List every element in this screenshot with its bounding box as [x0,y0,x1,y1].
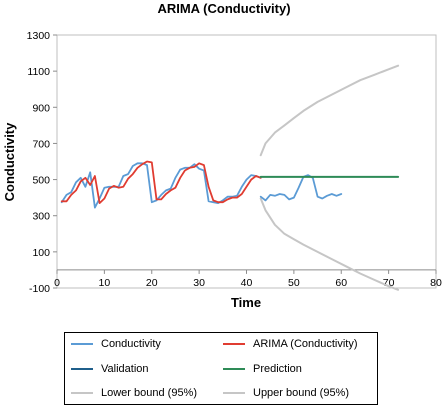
x-tick-label: 50 [288,277,300,289]
legend-label-prediction: Prediction [253,363,302,375]
legend-item-prediction: Prediction [223,362,302,376]
legend-label-conductivity: Conductivity [101,338,161,350]
y-tick-label: 500 [32,175,50,187]
chart-title: ARIMA (Conductivity) [157,1,290,16]
series-line-upper-bound [259,64,400,157]
y-tick-label: 700 [32,138,50,150]
series-line-lower-bound [259,197,400,291]
y-tick-label: 300 [32,211,50,223]
legend: Conductivity ARIMA (Conductivity) Valida… [64,332,378,405]
legend-swatch-validation [71,368,93,370]
legend-item-upper-bound: Upper bound (95%) [223,386,349,400]
y-tick-label: 900 [32,102,50,114]
legend-label-validation: Validation [101,363,149,375]
x-tick-label: 70 [383,277,395,289]
x-tick-label: 60 [335,277,347,289]
legend-swatch-upper-bound [223,392,245,394]
legend-item-conductivity: Conductivity [71,337,161,351]
legend-item-arima: ARIMA (Conductivity) [223,337,358,351]
series-layer [60,64,400,291]
y-axis-label: Conductivity [2,122,17,201]
x-tick-label: 10 [99,277,111,289]
y-tick-label: 1300 [27,30,51,42]
series-line-arima [60,160,262,205]
x-tick-label: 80 [430,277,442,289]
legend-label-lower-bound: Lower bound (95%) [101,387,198,399]
x-tick-label: 0 [54,277,60,289]
axes: -100 100 300 500 700 900 1100 1300 0 10 20 30 40 50 60… [27,30,442,295]
legend-label-arima: ARIMA (Conductivity) [253,338,358,350]
x-tick-label: 30 [193,277,205,289]
x-tick-label: 20 [146,277,158,289]
x-tick-label: 40 [241,277,253,289]
legend-label-upper-bound: Upper bound (95%) [253,387,350,399]
y-tick-label: 1100 [27,66,50,78]
legend-swatch-prediction [223,368,245,370]
legend-swatch-conductivity [71,343,93,345]
series-line-conductivity [60,162,262,209]
y-tick-label: 100 [32,247,50,259]
legend-swatch-lower-bound [71,392,93,394]
series-line-validation [259,174,343,202]
plot-area [56,34,437,289]
legend-item-lower-bound: Lower bound (95%) [71,386,197,400]
x-axis-label: Time [231,295,261,310]
y-tick-label: -100 [29,283,50,295]
legend-swatch-arima [223,343,245,345]
legend-item-validation: Validation [71,362,149,376]
